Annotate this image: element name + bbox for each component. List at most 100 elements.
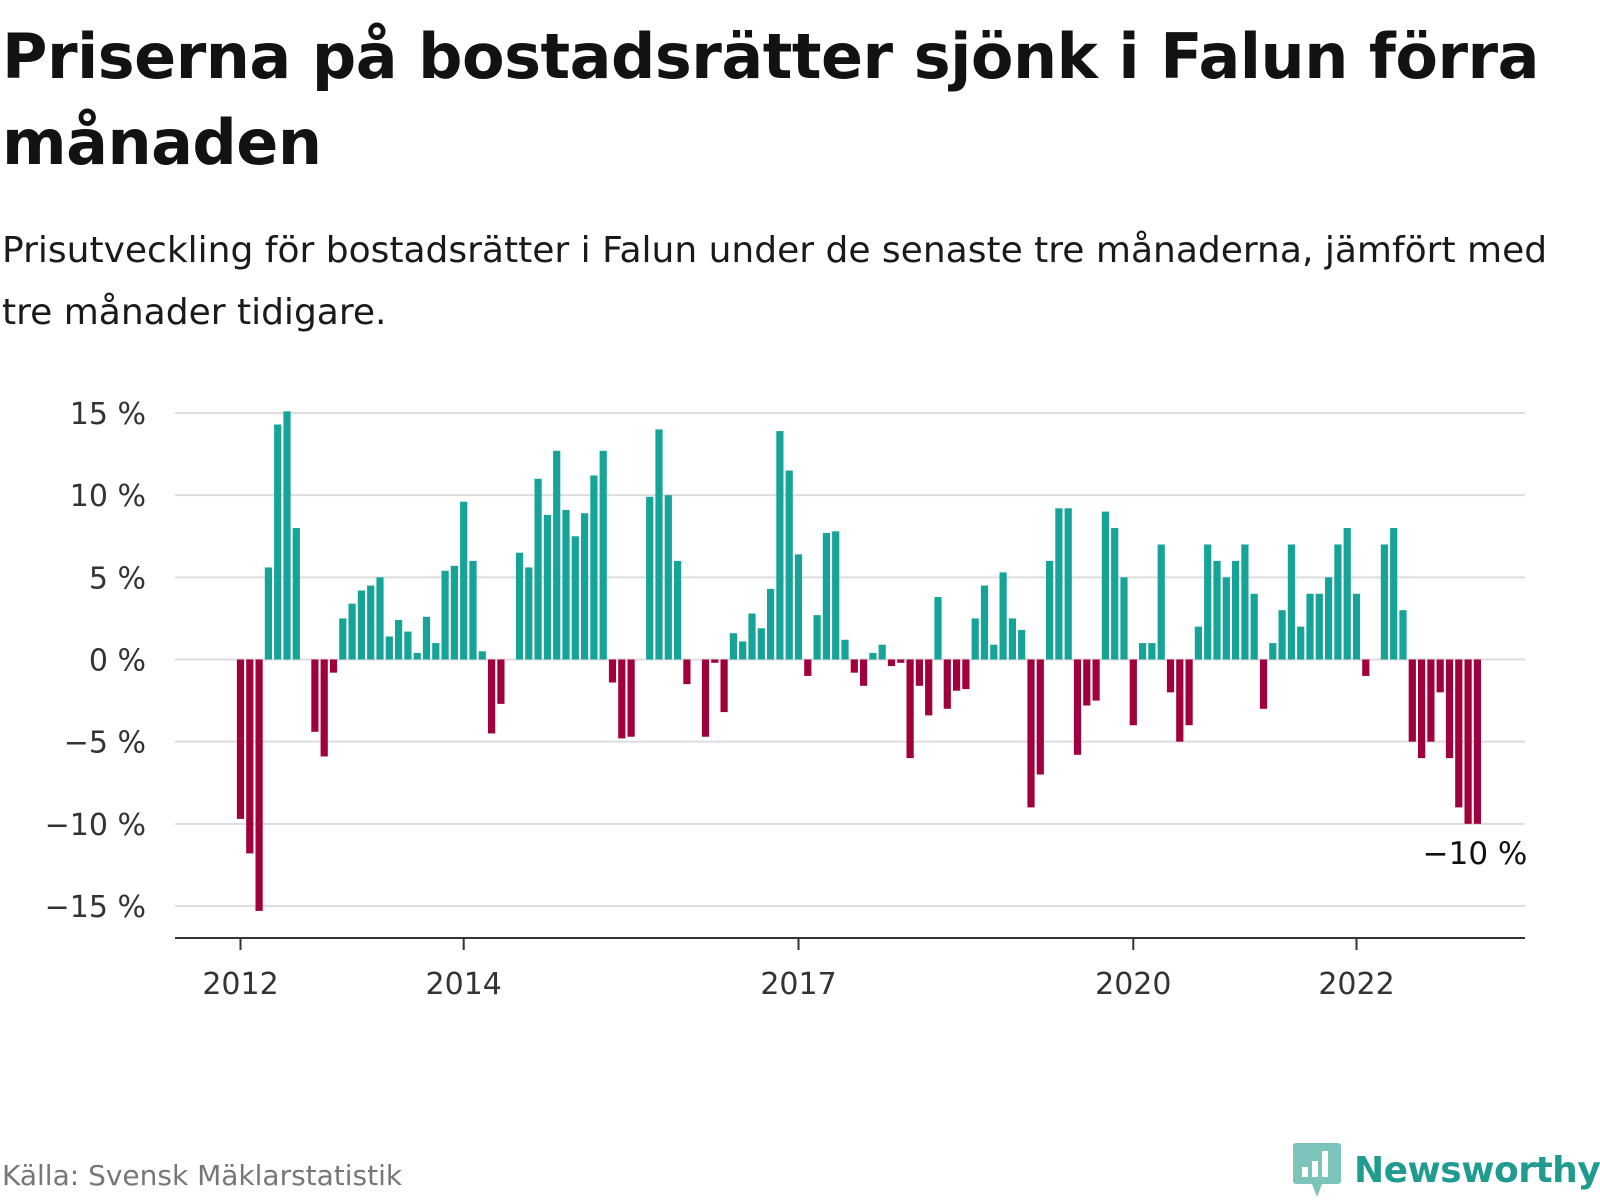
bar — [1334, 544, 1342, 660]
bar — [1092, 659, 1100, 701]
bar — [1148, 643, 1156, 660]
bar — [1213, 560, 1221, 660]
x-tick-label: 2022 — [1318, 967, 1394, 1002]
bar — [320, 659, 328, 757]
bar — [1111, 528, 1119, 660]
bar — [246, 659, 254, 854]
brand-name: Newsworthy — [1354, 1149, 1600, 1191]
y-tick-label: −10 % — [45, 808, 146, 843]
bar — [757, 628, 765, 660]
bar — [395, 620, 403, 660]
bar — [488, 659, 496, 734]
bar — [404, 631, 412, 660]
bar — [711, 659, 719, 663]
bar — [1008, 618, 1016, 660]
bar — [655, 429, 663, 660]
bar — [1464, 659, 1472, 824]
bar — [422, 616, 431, 660]
bar — [860, 659, 868, 686]
bar — [1036, 659, 1044, 775]
bar — [925, 659, 933, 716]
bar — [413, 652, 421, 660]
bar — [1362, 659, 1370, 676]
source-note: Källa: Svensk Mäklarstatistik — [2, 1159, 403, 1192]
bar — [1157, 544, 1165, 660]
bars — [236, 411, 1481, 911]
bar — [962, 659, 970, 690]
bar — [850, 659, 858, 673]
y-tick-label: 5 % — [89, 561, 146, 596]
bar — [292, 528, 300, 660]
bar — [1436, 659, 1444, 693]
y-axis-tick-labels: 15 % 10 % 5 % 0 % −5 % −10 % −15 % — [45, 397, 146, 925]
chart-title: Priserna på bostadsrätter sjönk i Falun … — [2, 20, 1539, 179]
bar — [1297, 626, 1305, 660]
bar — [1399, 610, 1407, 660]
bar — [562, 509, 570, 660]
bar — [1380, 544, 1388, 660]
bar — [1455, 659, 1463, 808]
bar — [1250, 593, 1258, 660]
bar — [348, 603, 356, 660]
bar — [571, 536, 579, 660]
bar — [469, 560, 477, 660]
bar — [674, 560, 682, 660]
bar — [1306, 593, 1314, 660]
bar — [450, 565, 458, 660]
bar — [599, 450, 607, 660]
brand-logo[interactable]: Newsworthy — [1292, 1140, 1600, 1200]
bar — [1101, 511, 1109, 660]
bar — [339, 618, 347, 660]
bar — [1269, 643, 1277, 660]
bar — [887, 659, 896, 667]
bar — [608, 659, 617, 683]
bar — [1204, 544, 1212, 660]
bar — [1018, 629, 1026, 660]
bar — [1325, 577, 1333, 660]
bar — [943, 659, 951, 709]
bar — [553, 450, 561, 660]
bar — [739, 641, 747, 660]
bar — [478, 651, 486, 660]
bar — [329, 659, 338, 673]
bar — [729, 633, 737, 660]
bar — [1390, 528, 1398, 660]
bar — [776, 431, 784, 660]
bar — [543, 514, 551, 660]
bar — [1343, 528, 1351, 660]
bar — [627, 659, 635, 737]
y-tick-label: 10 % — [70, 479, 146, 514]
bar — [664, 495, 672, 660]
bar — [432, 643, 440, 660]
bar — [1232, 560, 1240, 660]
gridlines — [175, 412, 1525, 907]
bar — [720, 659, 728, 713]
y-tick-label: −15 % — [45, 890, 146, 925]
bar — [878, 644, 886, 660]
x-tick-label: 2014 — [426, 967, 502, 1002]
bar — [897, 659, 905, 663]
bar — [1176, 659, 1184, 742]
bar — [1427, 659, 1435, 742]
bar — [822, 532, 830, 660]
bar — [1185, 659, 1193, 726]
bar — [497, 659, 505, 704]
last-value-label: −10 % — [1423, 836, 1528, 872]
bar — [1473, 659, 1481, 824]
bar — [841, 639, 849, 660]
bar — [971, 618, 979, 660]
bar — [534, 478, 542, 660]
bar — [311, 659, 319, 732]
bar — [980, 585, 989, 660]
bar — [683, 659, 691, 685]
bar — [701, 659, 710, 737]
x-tick-label: 2020 — [1095, 967, 1171, 1002]
bar — [385, 636, 393, 660]
newsworthy-logo-icon — [1293, 1143, 1341, 1197]
bar — [1408, 659, 1416, 742]
bar — [953, 659, 961, 691]
bar — [1241, 544, 1249, 660]
bar — [748, 613, 756, 660]
bar — [1129, 659, 1137, 726]
bar — [1445, 659, 1454, 759]
